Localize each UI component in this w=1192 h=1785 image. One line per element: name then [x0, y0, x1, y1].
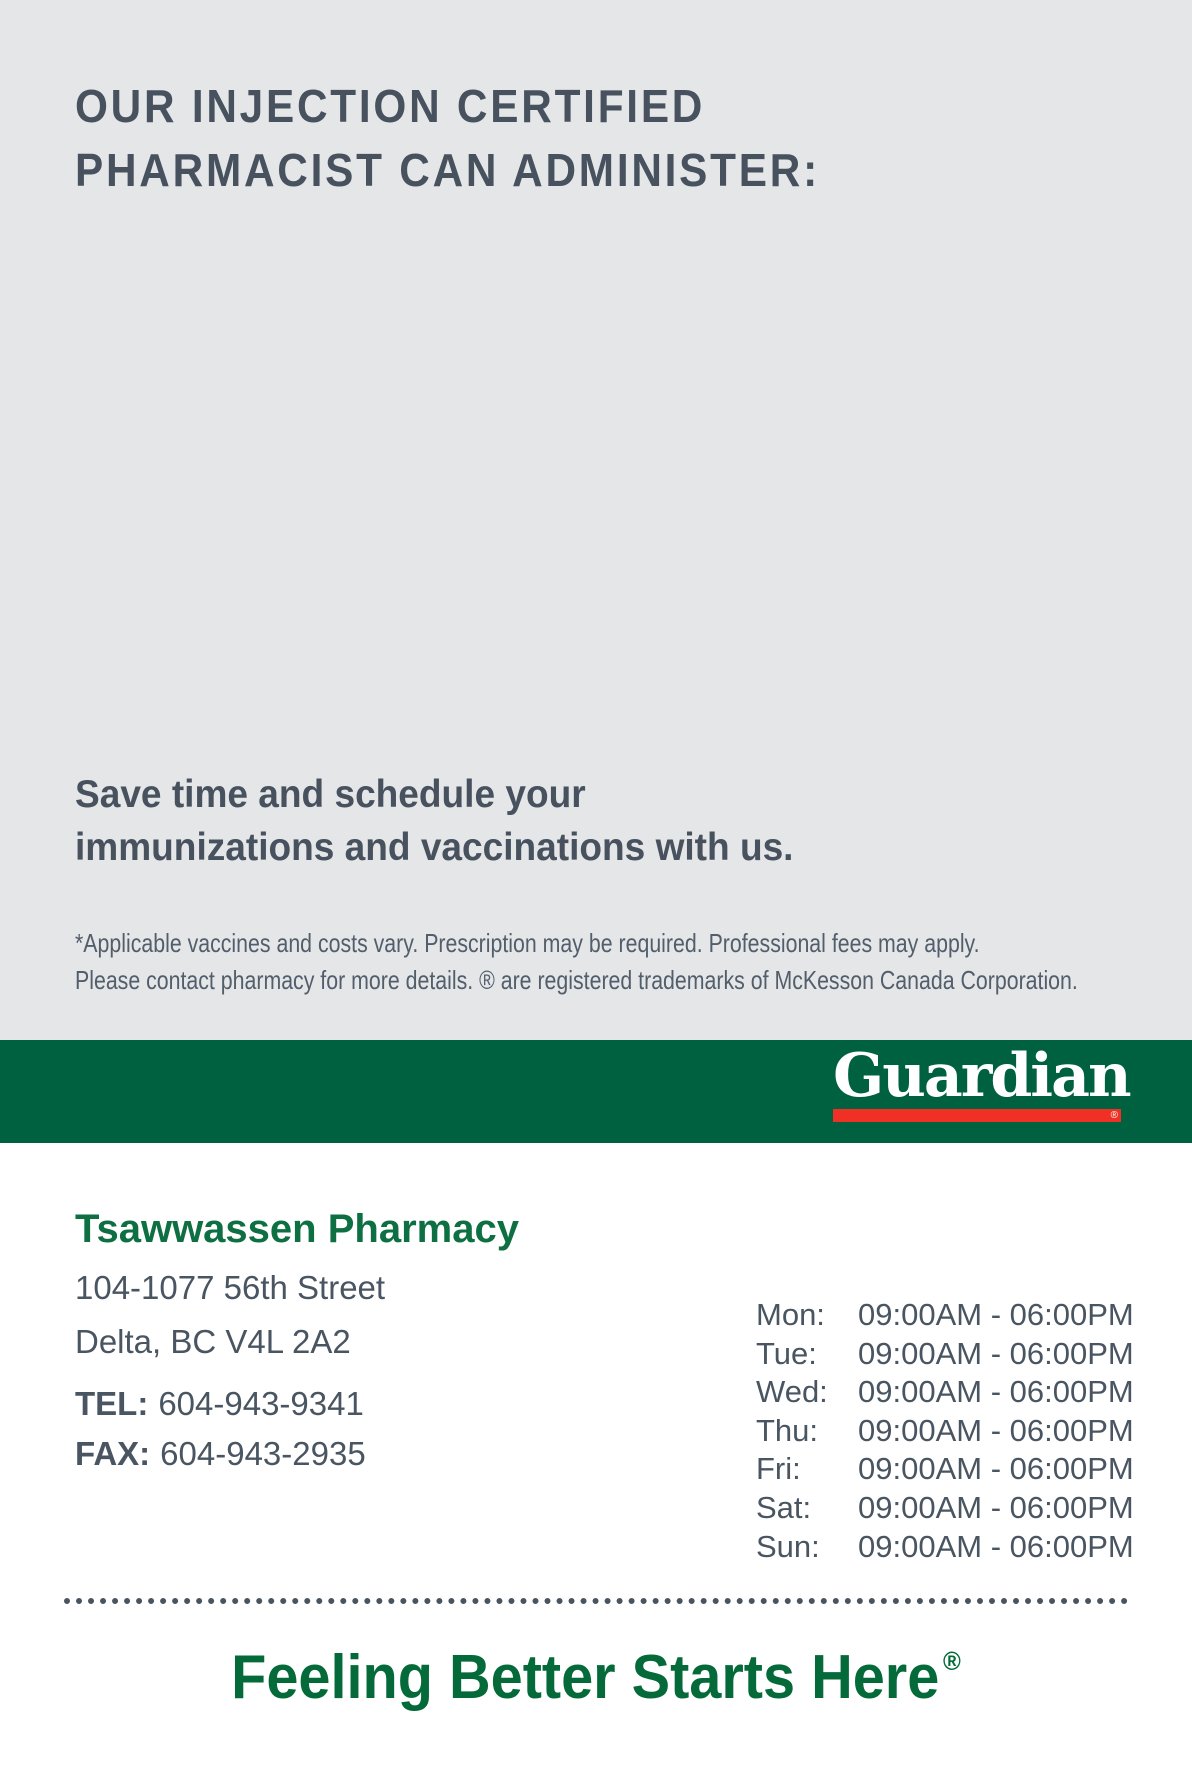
fax-number: 604-943-2935 — [160, 1435, 366, 1472]
hours-day-label: Tue: — [756, 1335, 817, 1371]
guardian-logo: Guardian ® — [833, 1041, 1132, 1122]
brand-banner: Guardian ® — [0, 1040, 1192, 1143]
hours-day-label: Thu: — [756, 1412, 819, 1448]
page-title-line1: OUR INJECTION CERTIFIED — [75, 80, 706, 132]
hero-subheading-line1: Save time and schedule your — [75, 773, 586, 816]
hours-day-label: Mon: — [756, 1297, 825, 1332]
fax-label: FAX: — [75, 1435, 151, 1472]
store-info-section: Tsawwassen Pharmacy 104-1077 56th Street… — [0, 1143, 1192, 1785]
hours-time-value: 09:00AM - 06:00PM — [858, 1489, 1134, 1525]
store-tel-row: TEL: 604-943-9341 — [75, 1379, 366, 1429]
store-address-line2: Delta, BC V4L 2A2 — [75, 1323, 351, 1360]
tagline-registered-mark: ® — [943, 1646, 961, 1676]
disclaimer-line1: *Applicable vaccines and costs vary. Pre… — [75, 928, 980, 958]
store-address: 104-1077 56th Street Delta, BC V4L 2A2 — [75, 1261, 385, 1369]
hours-day-label: Fri: — [756, 1451, 801, 1487]
store-name: Tsawwassen Pharmacy — [75, 1207, 519, 1251]
hours-time-value: 09:00AM - 06:00PM — [858, 1297, 1134, 1332]
hours-time-value: 09:00AM - 06:00PM — [858, 1335, 1134, 1371]
hours-time-value: 09:00AM - 06:00PM — [858, 1451, 1134, 1487]
hours-day-label: Wed: — [756, 1374, 828, 1410]
page-title: OUR INJECTION CERTIFIED PHARMACIST CAN A… — [75, 74, 820, 202]
hours-day-label: Sat: — [756, 1489, 812, 1525]
tel-number: 604-943-9341 — [158, 1385, 364, 1422]
store-address-line1: 104-1077 56th Street — [75, 1269, 386, 1306]
hero-subheading-line2: immunizations and vaccinations with us. — [75, 826, 794, 869]
hours-row-sun: Sun: 09:00AM - 06:00PM — [756, 1528, 1134, 1567]
hours-row-mon: Mon: 09:00AM - 06:00PM — [756, 1296, 1134, 1335]
store-contact: TEL: 604-943-9341 FAX: 604-943-2935 — [75, 1379, 366, 1479]
logo-underline-bar: ® — [833, 1109, 1121, 1122]
hours-row-wed: Wed: 09:00AM - 06:00PM — [756, 1373, 1134, 1412]
hero-subheading: Save time and schedule your immunization… — [75, 768, 793, 874]
store-fax-row: FAX: 604-943-2935 — [75, 1429, 366, 1479]
hours-time-value: 09:00AM - 06:00PM — [858, 1528, 1134, 1564]
hours-row-tue: Tue: 09:00AM - 06:00PM — [756, 1335, 1134, 1374]
hours-row-sat: Sat: 09:00AM - 06:00PM — [756, 1489, 1134, 1528]
hours-day-label: Sun: — [756, 1528, 820, 1564]
hero-section: OUR INJECTION CERTIFIED PHARMACIST CAN A… — [0, 0, 1192, 1040]
hours-row-fri: Fri: 09:00AM - 06:00PM — [756, 1450, 1134, 1489]
tagline-text: Feeling Better Starts Here — [231, 1643, 940, 1712]
footer-tagline: Feeling Better Starts Here ® — [42, 1642, 1151, 1714]
disclaimer-text: *Applicable vaccines and costs vary. Pre… — [75, 925, 1078, 999]
store-hours-list: Mon: 09:00AM - 06:00PM Tue: 09:00AM - 06… — [756, 1296, 1134, 1566]
page-title-line2: PHARMACIST CAN ADMINISTER: — [75, 144, 820, 196]
hours-row-thu: Thu: 09:00AM - 06:00PM — [756, 1412, 1134, 1451]
registered-trademark-icon: ® — [1110, 1109, 1118, 1121]
hours-time-value: 09:00AM - 06:00PM — [858, 1412, 1134, 1448]
hours-time-value: 09:00AM - 06:00PM — [858, 1374, 1134, 1410]
guardian-wordmark: Guardian — [833, 1041, 1132, 1111]
tel-label: TEL: — [75, 1385, 149, 1422]
disclaimer-line2: Please contact pharmacy for more details… — [75, 965, 1078, 995]
dotted-divider — [64, 1598, 1128, 1604]
